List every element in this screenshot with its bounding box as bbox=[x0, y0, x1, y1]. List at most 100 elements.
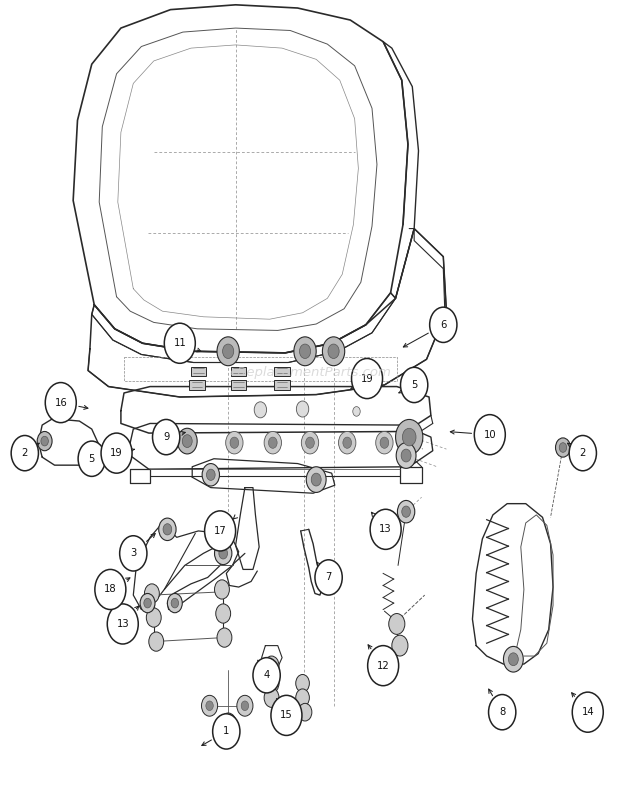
Circle shape bbox=[167, 593, 182, 613]
Circle shape bbox=[206, 701, 213, 711]
Circle shape bbox=[144, 584, 159, 603]
Circle shape bbox=[322, 337, 345, 366]
Circle shape bbox=[219, 548, 228, 559]
Circle shape bbox=[352, 358, 383, 399]
Circle shape bbox=[202, 695, 218, 716]
Circle shape bbox=[380, 437, 389, 448]
Text: 13: 13 bbox=[117, 619, 129, 629]
Circle shape bbox=[556, 438, 570, 457]
Circle shape bbox=[559, 443, 567, 452]
Text: 13: 13 bbox=[379, 525, 392, 534]
Circle shape bbox=[368, 646, 399, 686]
Text: 17: 17 bbox=[214, 526, 226, 536]
Circle shape bbox=[216, 604, 231, 623]
Circle shape bbox=[217, 628, 232, 647]
Circle shape bbox=[306, 437, 314, 448]
Circle shape bbox=[144, 598, 151, 608]
Text: 18: 18 bbox=[104, 585, 117, 594]
Circle shape bbox=[268, 437, 277, 448]
Text: 2: 2 bbox=[22, 448, 28, 458]
Text: 3: 3 bbox=[130, 549, 136, 558]
Circle shape bbox=[370, 509, 401, 549]
Text: 2: 2 bbox=[580, 448, 586, 458]
Circle shape bbox=[182, 435, 192, 448]
Bar bbox=[231, 367, 246, 376]
Text: eReplacementParts.com: eReplacementParts.com bbox=[229, 367, 391, 379]
Circle shape bbox=[224, 719, 232, 728]
Bar bbox=[275, 367, 290, 376]
Circle shape bbox=[230, 437, 239, 448]
Circle shape bbox=[205, 511, 236, 551]
Circle shape bbox=[45, 383, 76, 423]
Circle shape bbox=[572, 692, 603, 732]
Text: 15: 15 bbox=[280, 711, 293, 720]
Circle shape bbox=[271, 695, 302, 735]
Circle shape bbox=[241, 701, 249, 711]
Circle shape bbox=[294, 337, 316, 366]
Circle shape bbox=[163, 524, 172, 535]
Circle shape bbox=[402, 506, 410, 517]
Circle shape bbox=[226, 431, 243, 454]
Text: 4: 4 bbox=[264, 670, 270, 680]
Circle shape bbox=[376, 431, 393, 454]
Text: 7: 7 bbox=[326, 573, 332, 582]
Circle shape bbox=[389, 614, 405, 634]
Circle shape bbox=[396, 419, 423, 455]
Circle shape bbox=[237, 695, 253, 716]
Circle shape bbox=[392, 635, 408, 656]
Circle shape bbox=[401, 449, 411, 462]
Circle shape bbox=[296, 689, 309, 707]
Circle shape bbox=[298, 703, 312, 721]
Circle shape bbox=[296, 674, 309, 692]
Circle shape bbox=[140, 593, 155, 613]
Text: 8: 8 bbox=[499, 707, 505, 717]
Circle shape bbox=[107, 604, 138, 644]
Text: 14: 14 bbox=[582, 707, 594, 717]
Circle shape bbox=[11, 435, 38, 471]
Circle shape bbox=[489, 695, 516, 730]
Circle shape bbox=[202, 464, 219, 486]
Circle shape bbox=[120, 536, 147, 571]
Circle shape bbox=[215, 542, 232, 565]
Circle shape bbox=[264, 674, 279, 693]
Circle shape bbox=[474, 415, 505, 455]
Circle shape bbox=[301, 431, 319, 454]
Circle shape bbox=[328, 344, 339, 358]
Circle shape bbox=[37, 431, 52, 451]
Circle shape bbox=[164, 323, 195, 363]
Circle shape bbox=[397, 500, 415, 523]
Circle shape bbox=[430, 307, 457, 342]
Circle shape bbox=[220, 713, 236, 734]
Circle shape bbox=[315, 560, 342, 595]
Bar bbox=[275, 380, 290, 390]
Circle shape bbox=[254, 402, 267, 418]
Circle shape bbox=[146, 608, 161, 627]
Circle shape bbox=[311, 473, 321, 486]
Text: 10: 10 bbox=[484, 430, 496, 439]
Circle shape bbox=[217, 337, 239, 366]
Circle shape bbox=[264, 688, 279, 707]
Circle shape bbox=[41, 436, 48, 446]
Circle shape bbox=[95, 569, 126, 610]
Circle shape bbox=[153, 419, 180, 455]
Circle shape bbox=[264, 656, 279, 675]
Circle shape bbox=[353, 407, 360, 416]
Text: 1: 1 bbox=[223, 727, 229, 736]
Circle shape bbox=[396, 443, 416, 468]
Circle shape bbox=[569, 435, 596, 471]
Text: 9: 9 bbox=[163, 432, 169, 442]
Circle shape bbox=[339, 431, 356, 454]
Bar bbox=[190, 380, 205, 390]
Circle shape bbox=[402, 428, 416, 446]
Circle shape bbox=[306, 467, 326, 492]
Circle shape bbox=[264, 431, 281, 454]
Circle shape bbox=[296, 401, 309, 417]
Bar bbox=[191, 367, 206, 376]
Circle shape bbox=[206, 469, 215, 480]
Text: 16: 16 bbox=[55, 398, 67, 407]
Circle shape bbox=[508, 653, 518, 666]
Text: 5: 5 bbox=[411, 380, 417, 390]
Circle shape bbox=[213, 714, 240, 749]
Circle shape bbox=[171, 598, 179, 608]
Text: 6: 6 bbox=[440, 320, 446, 330]
